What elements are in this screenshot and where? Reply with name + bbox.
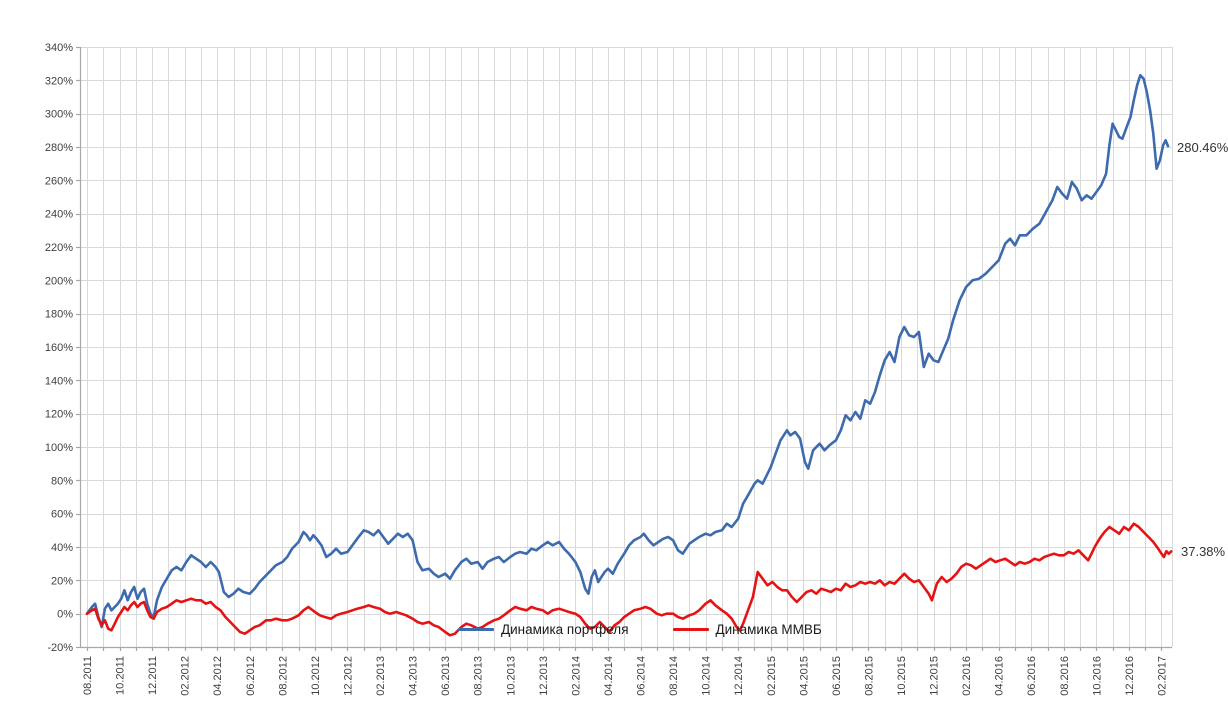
x-tick-label: 10.2013 [505, 656, 517, 696]
x-tick-label: 10.2015 [896, 656, 908, 696]
series-end-value-portfolio: 280.46% [1177, 140, 1228, 155]
y-tick-label: 340% [45, 42, 73, 54]
x-tick-label: 10.2011 [115, 656, 127, 695]
x-tick-label: 12.2016 [1124, 656, 1136, 696]
y-tick-label: 160% [45, 342, 73, 354]
y-tick-label: 100% [45, 442, 73, 454]
x-tick-label: 04.2014 [603, 656, 615, 696]
x-tick-label: 04.2015 [798, 656, 810, 696]
y-tick-label: 320% [45, 75, 73, 87]
x-tick-label: 12.2011 [147, 656, 159, 695]
legend-line-swatch-micex [672, 628, 709, 631]
x-tick-label: 06.2016 [1026, 656, 1038, 696]
x-tick-label: 10.2014 [701, 656, 713, 696]
y-tick-label: 200% [45, 275, 73, 287]
x-tick-label: 04.2013 [408, 656, 420, 696]
legend-line-swatch-portfolio [458, 628, 494, 631]
y-tick-label: 0% [57, 609, 73, 621]
x-tick-label: 10.2012 [310, 656, 322, 696]
y-tick-label: 60% [51, 509, 73, 521]
axes [76, 46, 1172, 651]
y-tick-label: 260% [45, 175, 73, 187]
x-tick-label: 06.2015 [831, 656, 843, 696]
x-tick-label: 12.2014 [733, 656, 745, 696]
x-tick-label: 04.2012 [212, 656, 224, 696]
y-tick-label: 80% [51, 475, 73, 487]
x-tick-label: 12.2013 [538, 656, 550, 696]
y-tick-label: 120% [45, 409, 73, 421]
x-tick-label: 10.2016 [1091, 656, 1103, 696]
y-tick-label: -20% [47, 642, 73, 654]
x-tick-label: 02.2015 [766, 656, 778, 696]
x-tick-label: 08.2015 [863, 656, 875, 696]
x-tick-label: 08.2012 [277, 656, 289, 696]
y-tick-label: 220% [45, 242, 73, 254]
x-tick-label: 02.2012 [180, 656, 192, 696]
x-tick-label: 02.2013 [375, 656, 387, 696]
x-tick-label: 12.2015 [929, 656, 941, 696]
legend-label-micex: Динамика ММВБ [715, 622, 822, 637]
series-end-value-micex: 37.38% [1181, 544, 1226, 559]
y-tick-label: 140% [45, 375, 73, 387]
x-tick-label: 12.2012 [342, 656, 354, 696]
x-tick-label: 02.2017 [1156, 656, 1168, 696]
x-tick-label: 02.2014 [570, 656, 582, 696]
series-line-micex [85, 522, 1173, 637]
x-tick-label: 04.2016 [994, 656, 1006, 696]
x-tick-label: 08.2011 [82, 656, 94, 695]
gridlines [80, 47, 1173, 648]
x-tick-label: 02.2016 [961, 656, 973, 696]
legend-label-portfolio: Динамика портфеля [501, 622, 629, 637]
y-tick-label: 40% [51, 542, 73, 554]
x-tick-label: 06.2012 [245, 656, 257, 696]
series-line-portfolio [85, 74, 1170, 629]
x-tick-label: 06.2013 [440, 656, 452, 696]
legend-item-portfolio: Динамика портфеля [458, 622, 629, 637]
x-tick-label: 06.2014 [636, 656, 648, 696]
x-tick-label: 08.2016 [1059, 656, 1071, 696]
y-tick-label: 240% [45, 209, 73, 221]
y-tick-label: 20% [51, 575, 73, 587]
x-tick-label: 08.2013 [473, 656, 485, 696]
legend: Динамика портфеля Динамика ММВБ [458, 622, 822, 637]
legend-item-micex: Динамика ММВБ [672, 622, 822, 637]
x-axis-labels: 08.2011 10.2011 12.2011 02.2012 04.2012 06.20… [82, 656, 1168, 696]
y-axis-labels: 340% 320% 300% 280% 260% 240% 220% 200% 180% 160%… [45, 42, 73, 654]
x-tick-label: 08.2014 [668, 656, 680, 696]
y-tick-label: 280% [45, 142, 73, 154]
y-tick-label: 180% [45, 309, 73, 321]
y-tick-label: 300% [45, 109, 73, 121]
